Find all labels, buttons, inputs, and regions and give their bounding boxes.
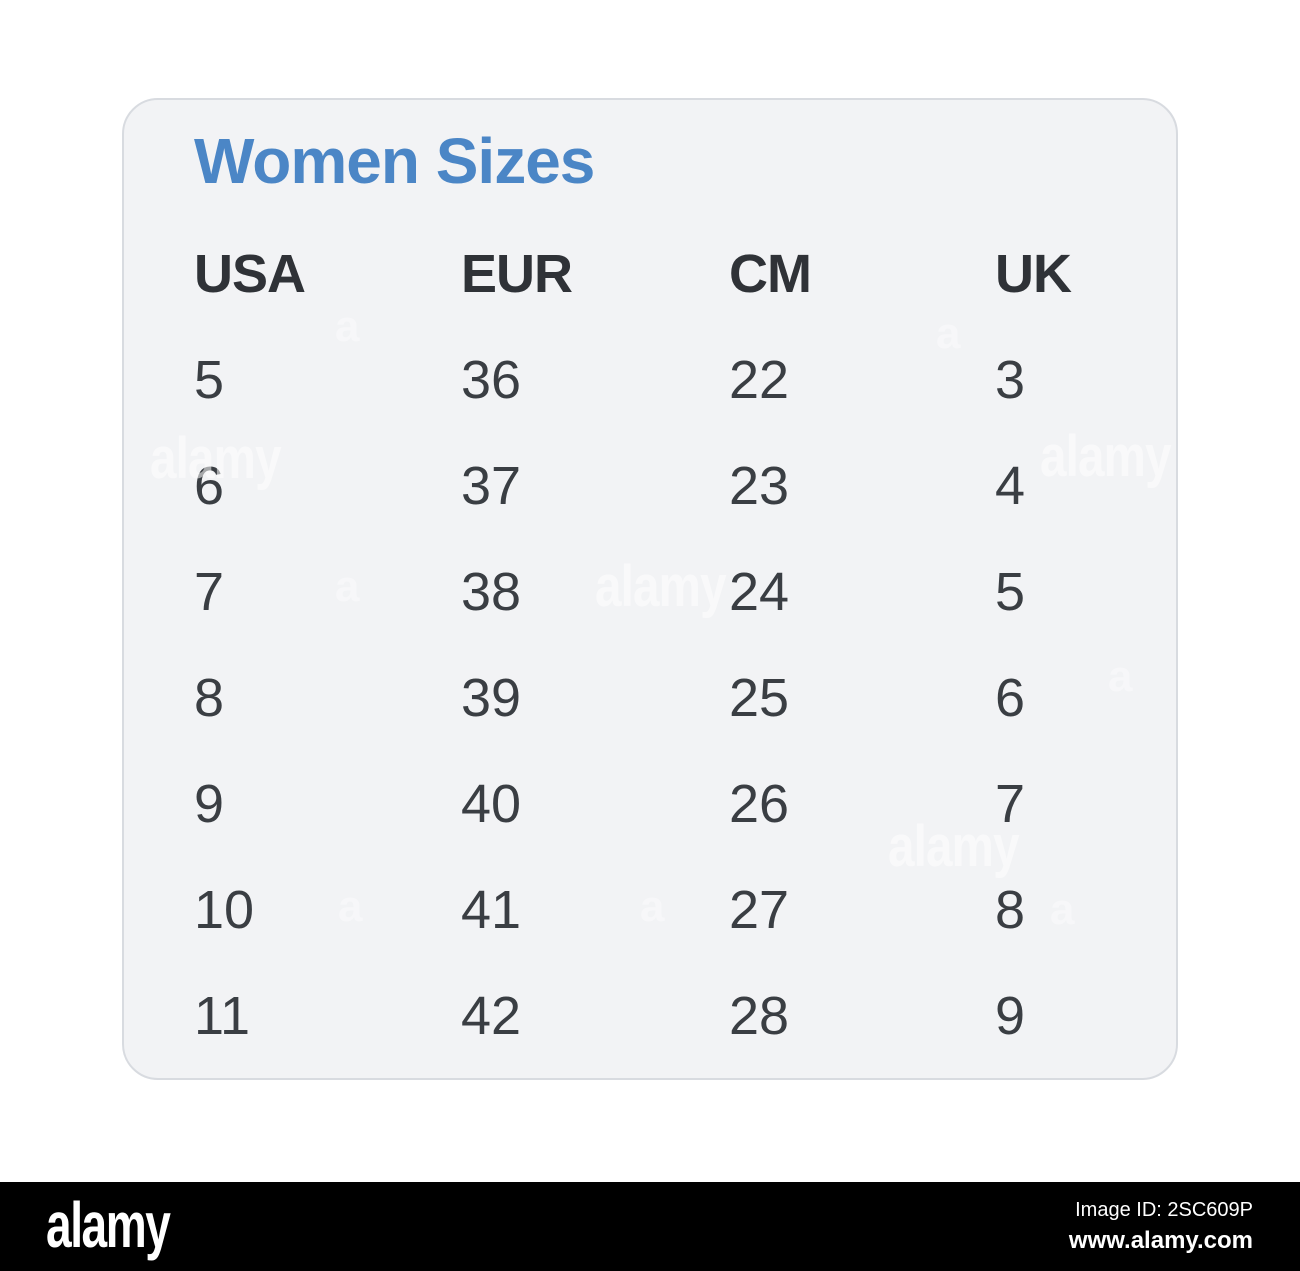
card-title: Women Sizes xyxy=(194,125,595,197)
size-cell-cm: 26 xyxy=(729,774,790,834)
size-cell-cm: 23 xyxy=(729,456,790,516)
size-cell-eur: 39 xyxy=(461,668,522,728)
size-cell-eur: 40 xyxy=(461,774,522,834)
size-cell-eur: 42 xyxy=(461,986,522,1046)
column-header-eur: EUR xyxy=(461,244,573,304)
column-header-usa: USA xyxy=(194,244,306,304)
size-cell-uk: 9 xyxy=(995,986,1026,1046)
size-cell-cm: 24 xyxy=(729,562,790,622)
column-header-cm: CM xyxy=(729,244,812,304)
size-cell-uk: 6 xyxy=(995,668,1026,728)
size-cell-uk: 3 xyxy=(995,350,1026,410)
size-cell-cm: 27 xyxy=(729,880,790,940)
size-cell-usa: 9 xyxy=(194,774,225,834)
size-cell-uk: 8 xyxy=(995,880,1026,940)
size-cell-uk: 7 xyxy=(995,774,1026,834)
alamy-url-text: www.alamy.com xyxy=(1068,1226,1253,1254)
size-cell-eur: 38 xyxy=(461,562,522,622)
image-id-text: Image ID: 2SC609P xyxy=(1075,1198,1253,1221)
column-header-uk: UK xyxy=(995,244,1072,304)
size-cell-usa: 5 xyxy=(194,350,225,410)
size-cell-eur: 37 xyxy=(461,456,522,516)
size-cell-cm: 28 xyxy=(729,986,790,1046)
size-chart-card: Women Sizes USA EUR CM UK 5 36 22 3 6 37… xyxy=(122,98,1178,1080)
size-cell-usa: 8 xyxy=(194,668,225,728)
size-cell-eur: 36 xyxy=(461,350,522,410)
size-cell-usa: 10 xyxy=(194,880,255,940)
size-cell-cm: 22 xyxy=(729,350,790,410)
size-cell-uk: 4 xyxy=(995,456,1026,516)
size-cell-cm: 25 xyxy=(729,668,790,728)
size-cell-usa: 11 xyxy=(194,986,251,1046)
size-conversion-table: USA EUR CM UK 5 36 22 3 6 37 23 4 7 38 2… xyxy=(194,221,1175,1069)
alamy-logo: alamy xyxy=(46,1188,171,1261)
size-cell-eur: 41 xyxy=(461,880,522,940)
size-cell-usa: 7 xyxy=(194,562,225,622)
size-cell-uk: 5 xyxy=(995,562,1026,622)
alamy-footer-bar: alamy Image ID: 2SC609P www.alamy.com xyxy=(0,1182,1300,1271)
size-cell-usa: 6 xyxy=(194,456,225,516)
footer-credits: Image ID: 2SC609P www.alamy.com xyxy=(1069,1199,1253,1255)
